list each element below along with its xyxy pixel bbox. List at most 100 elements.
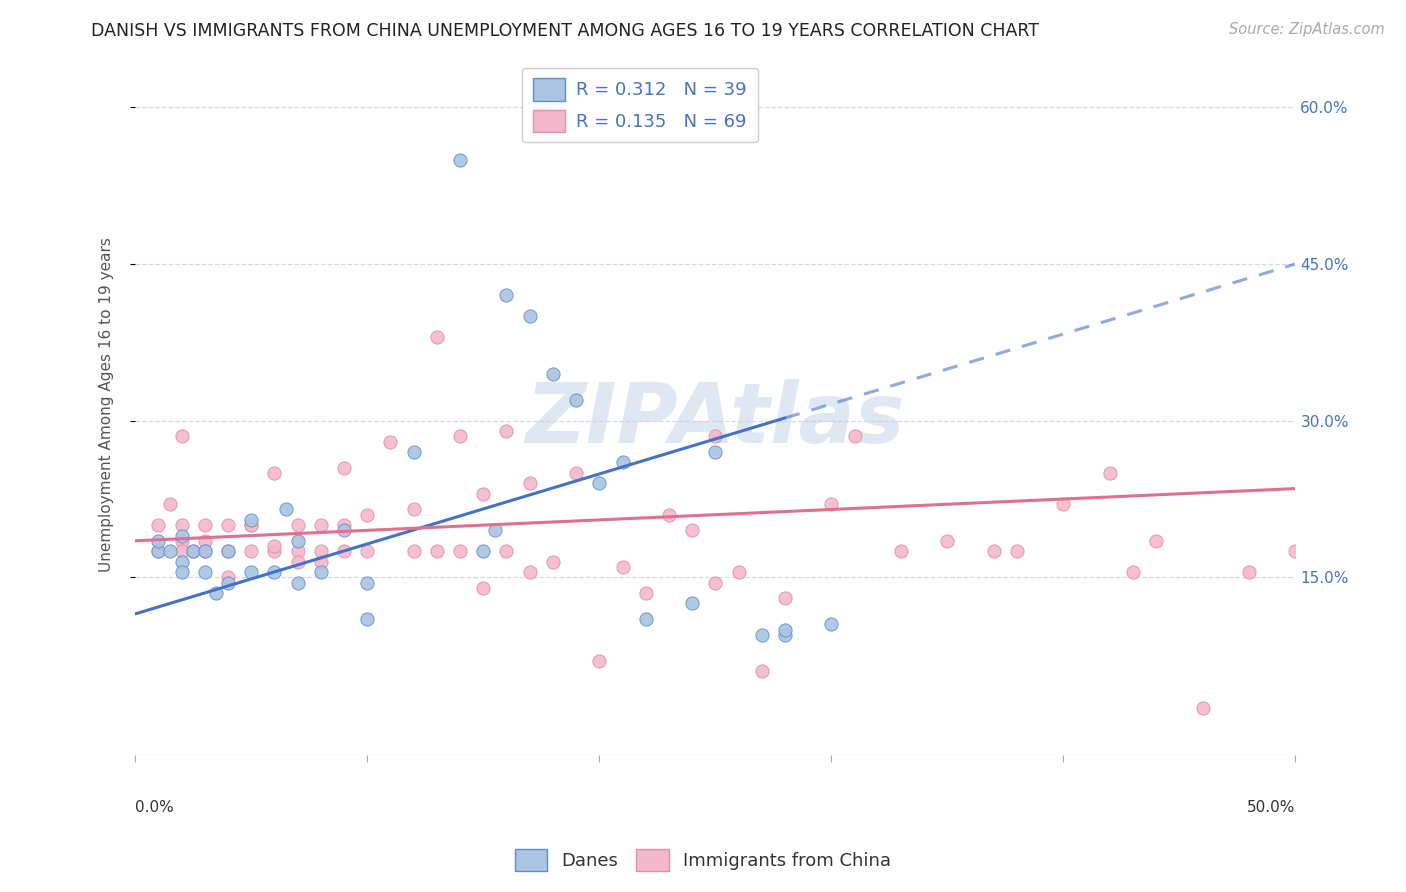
Point: [170, 565, 193, 579]
Point: [681, 524, 703, 538]
Point: [194, 565, 217, 579]
Point: [263, 466, 285, 480]
Point: [565, 466, 588, 480]
Point: [1191, 701, 1213, 715]
Point: [844, 429, 866, 443]
Point: [449, 429, 471, 443]
Point: [217, 544, 239, 558]
Point: [309, 518, 332, 533]
Point: [181, 544, 204, 558]
Point: [402, 502, 425, 516]
Point: [519, 310, 541, 324]
Point: [449, 153, 471, 167]
Point: [541, 555, 564, 569]
Text: 50.0%: 50.0%: [1247, 800, 1295, 815]
Point: [205, 586, 228, 600]
Point: [890, 544, 912, 558]
Point: [309, 555, 332, 569]
Point: [194, 518, 217, 533]
Point: [217, 570, 239, 584]
Point: [773, 628, 796, 642]
Point: [148, 533, 170, 548]
Point: [356, 575, 378, 590]
Point: [170, 544, 193, 558]
Point: [274, 502, 297, 516]
Point: [634, 612, 657, 626]
Point: [356, 612, 378, 626]
Point: [681, 597, 703, 611]
Point: [309, 544, 332, 558]
Point: [217, 575, 239, 590]
Point: [495, 288, 517, 302]
Point: [170, 555, 193, 569]
Point: [472, 581, 495, 595]
Point: [287, 575, 309, 590]
Point: [727, 565, 749, 579]
Point: [565, 392, 588, 407]
Point: [519, 476, 541, 491]
Point: [263, 565, 285, 579]
Point: [159, 497, 181, 511]
Point: [356, 508, 378, 522]
Point: [402, 445, 425, 459]
Point: [333, 518, 356, 533]
Point: [634, 586, 657, 600]
Point: [148, 544, 170, 558]
Point: [1284, 544, 1306, 558]
Point: [181, 544, 204, 558]
Point: [426, 544, 449, 558]
Point: [287, 555, 309, 569]
Point: [449, 544, 471, 558]
Point: [704, 429, 727, 443]
Point: [426, 330, 449, 344]
Point: [240, 544, 263, 558]
Point: [751, 628, 773, 642]
Point: [1237, 565, 1260, 579]
Point: [541, 367, 564, 381]
Point: [194, 544, 217, 558]
Point: [148, 518, 170, 533]
Point: [287, 544, 309, 558]
Point: [194, 533, 217, 548]
Point: [333, 460, 356, 475]
Point: [263, 539, 285, 553]
Point: [194, 544, 217, 558]
Point: [148, 544, 170, 558]
Point: [333, 524, 356, 538]
Point: [159, 544, 181, 558]
Legend: Danes, Immigrants from China: Danes, Immigrants from China: [508, 842, 898, 879]
Point: [519, 565, 541, 579]
Point: [1098, 466, 1121, 480]
Point: [1005, 544, 1028, 558]
Point: [1052, 497, 1074, 511]
Point: [287, 533, 309, 548]
Point: [588, 654, 610, 668]
Point: [240, 518, 263, 533]
Point: [936, 533, 959, 548]
Point: [380, 434, 402, 449]
Point: [704, 575, 727, 590]
Point: [240, 565, 263, 579]
Point: [170, 533, 193, 548]
Text: Source: ZipAtlas.com: Source: ZipAtlas.com: [1229, 22, 1385, 37]
Point: [751, 665, 773, 679]
Point: [170, 518, 193, 533]
Point: [287, 518, 309, 533]
Point: [983, 544, 1005, 558]
Y-axis label: Unemployment Among Ages 16 to 19 years: Unemployment Among Ages 16 to 19 years: [100, 237, 114, 573]
Text: 0.0%: 0.0%: [135, 800, 174, 815]
Point: [820, 497, 842, 511]
Legend: R = 0.312   N = 39, R = 0.135   N = 69: R = 0.312 N = 39, R = 0.135 N = 69: [522, 68, 758, 143]
Point: [309, 565, 332, 579]
Text: DANISH VS IMMIGRANTS FROM CHINA UNEMPLOYMENT AMONG AGES 16 TO 19 YEARS CORRELATI: DANISH VS IMMIGRANTS FROM CHINA UNEMPLOY…: [91, 22, 1039, 40]
Point: [484, 524, 506, 538]
Point: [240, 518, 263, 533]
Point: [356, 544, 378, 558]
Point: [170, 429, 193, 443]
Point: [472, 544, 495, 558]
Point: [1122, 565, 1144, 579]
Point: [217, 544, 239, 558]
Point: [170, 528, 193, 542]
Point: [333, 544, 356, 558]
Point: [588, 476, 610, 491]
